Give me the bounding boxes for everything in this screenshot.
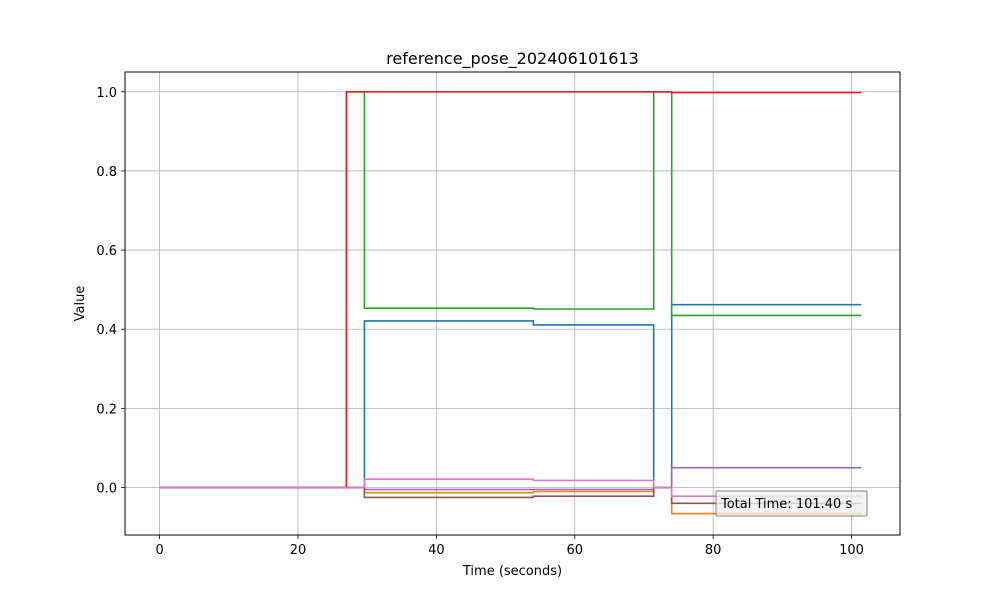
series-line-7 [159,478,862,498]
x-tick-label: 20 [290,543,307,558]
x-tick-label: 80 [705,543,722,558]
y-tick-label: 1.0 [96,86,117,101]
grid-lines [125,72,900,535]
series-line-1 [159,303,862,489]
plot-frame [124,71,901,536]
y-tick-label: 0.8 [96,165,117,180]
x-tick-label: 40 [428,543,445,558]
x-tick-label: 100 [839,543,864,558]
x-tick-label: 60 [567,543,584,558]
y-tick-label: 0.0 [96,482,117,497]
annotation-text: Total Time: 101.40 s [720,497,852,512]
y-tick-label: 0.6 [96,244,117,259]
series-layer [159,91,862,515]
y-axis-label: Value [73,286,88,322]
axis-ticks: 0 20 40 60 80 100 0.0 0.2 0.4 0.6 0.8 1.0 [96,86,864,558]
y-tick-label: 0.4 [96,323,117,338]
chart-title: reference_pose_202406101613 [386,49,639,69]
x-axis-label: Time (seconds) [462,564,562,579]
annotation-box [715,490,868,517]
y-tick-label: 0.2 [96,402,117,417]
total-time-annotation: Total Time: 101.40 s [715,490,868,517]
x-tick-label: 0 [155,543,163,558]
